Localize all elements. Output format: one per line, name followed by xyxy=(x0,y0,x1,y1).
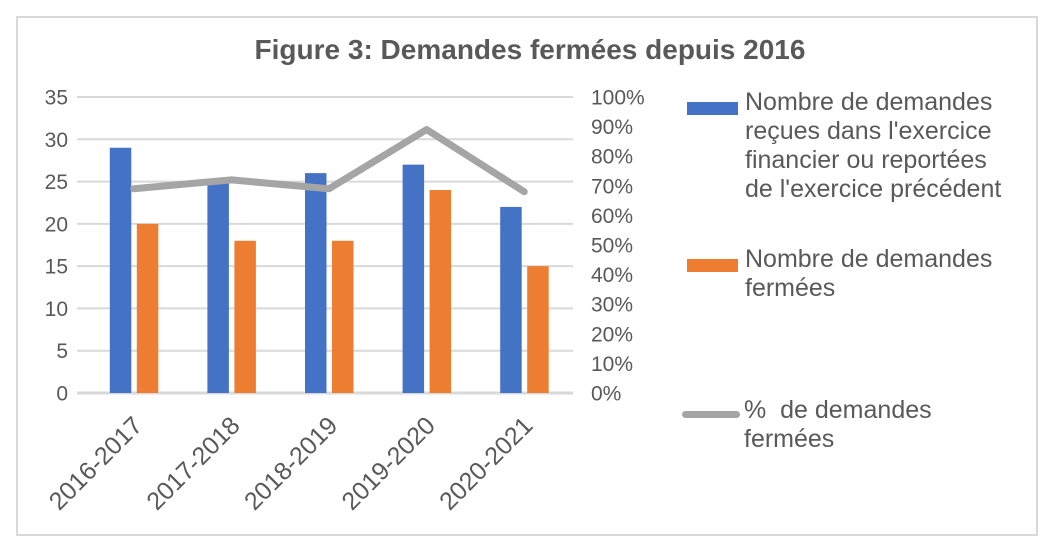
left-axis-tick-label: 30 xyxy=(45,129,68,152)
x-axis-category-label: 2020-2021 xyxy=(434,411,538,515)
right-axis-tick-label: 10% xyxy=(591,353,633,376)
right-axis-tick-label: 0% xyxy=(591,383,621,406)
x-axis-category-label: 2018-2019 xyxy=(239,411,343,515)
left-axis-tick-label: 25 xyxy=(45,171,68,194)
legend-label-pct-demandes-fermees: % de demandes fermées xyxy=(744,396,932,453)
x-axis-category-label: 2016-2017 xyxy=(44,411,148,515)
bar-recues-2016-2017 xyxy=(109,147,132,393)
left-axis-tick-label: 0 xyxy=(56,383,68,406)
left-axis-tick-label: 15 xyxy=(45,256,68,279)
bar-recues-2019-2020 xyxy=(402,164,425,393)
right-axis-tick-label: 20% xyxy=(591,323,633,346)
right-axis-tick-label: 70% xyxy=(591,175,633,198)
left-axis-tick-label: 10 xyxy=(45,298,68,321)
right-axis-tick-label: 40% xyxy=(591,264,633,287)
right-axis-tick-label: 100% xyxy=(591,87,645,110)
right-axis-tick-label: 60% xyxy=(591,205,633,228)
bar-fermees-2018-2019 xyxy=(332,240,354,393)
bar-recues-2018-2019 xyxy=(305,173,327,393)
legend-item-demandes-recues: Nombre de demandes reçues dans l'exercic… xyxy=(687,88,1040,204)
legend-swatch-gray-line xyxy=(682,411,740,418)
left-axis-tick-label: 35 xyxy=(45,87,68,110)
legend-label-demandes-recues: Nombre de demandes reçues dans l'exercic… xyxy=(745,88,1002,203)
right-axis-tick-label: 80% xyxy=(591,146,633,169)
legend-swatch-blue-bar xyxy=(687,102,738,115)
line-pct-demandes-fermees xyxy=(130,126,528,196)
bar-fermees-2017-2018 xyxy=(234,240,256,393)
bar-fermees-2019-2020 xyxy=(429,190,452,393)
bar-recues-2017-2018 xyxy=(207,181,229,393)
x-axis-category-label: 2017-2018 xyxy=(141,411,245,515)
bar-fermees-2016-2017 xyxy=(136,223,159,393)
legend-item-demandes-fermees: Nombre de demandes fermées xyxy=(687,245,1040,303)
chart-title: Figure 3: Demandes fermées depuis 2016 xyxy=(254,34,806,65)
figure-border xyxy=(16,16,1038,536)
bar-fermees-2020-2021 xyxy=(527,266,549,393)
right-axis-tick-label: 50% xyxy=(591,235,633,258)
right-axis-tick-label: 90% xyxy=(591,116,633,139)
legend-swatch-orange-bar xyxy=(687,259,738,272)
left-axis-tick-label: 5 xyxy=(56,340,68,363)
legend-item-pct-demandes-fermees: % de demandes fermées xyxy=(682,396,1039,454)
legend-label-demandes-fermees: Nombre de demandes fermées xyxy=(745,245,993,302)
bar-recues-2020-2021 xyxy=(500,206,522,393)
right-axis-tick-label: 30% xyxy=(591,294,633,317)
x-axis-category-label: 2019-2020 xyxy=(337,411,441,515)
left-axis-tick-label: 20 xyxy=(45,213,68,236)
